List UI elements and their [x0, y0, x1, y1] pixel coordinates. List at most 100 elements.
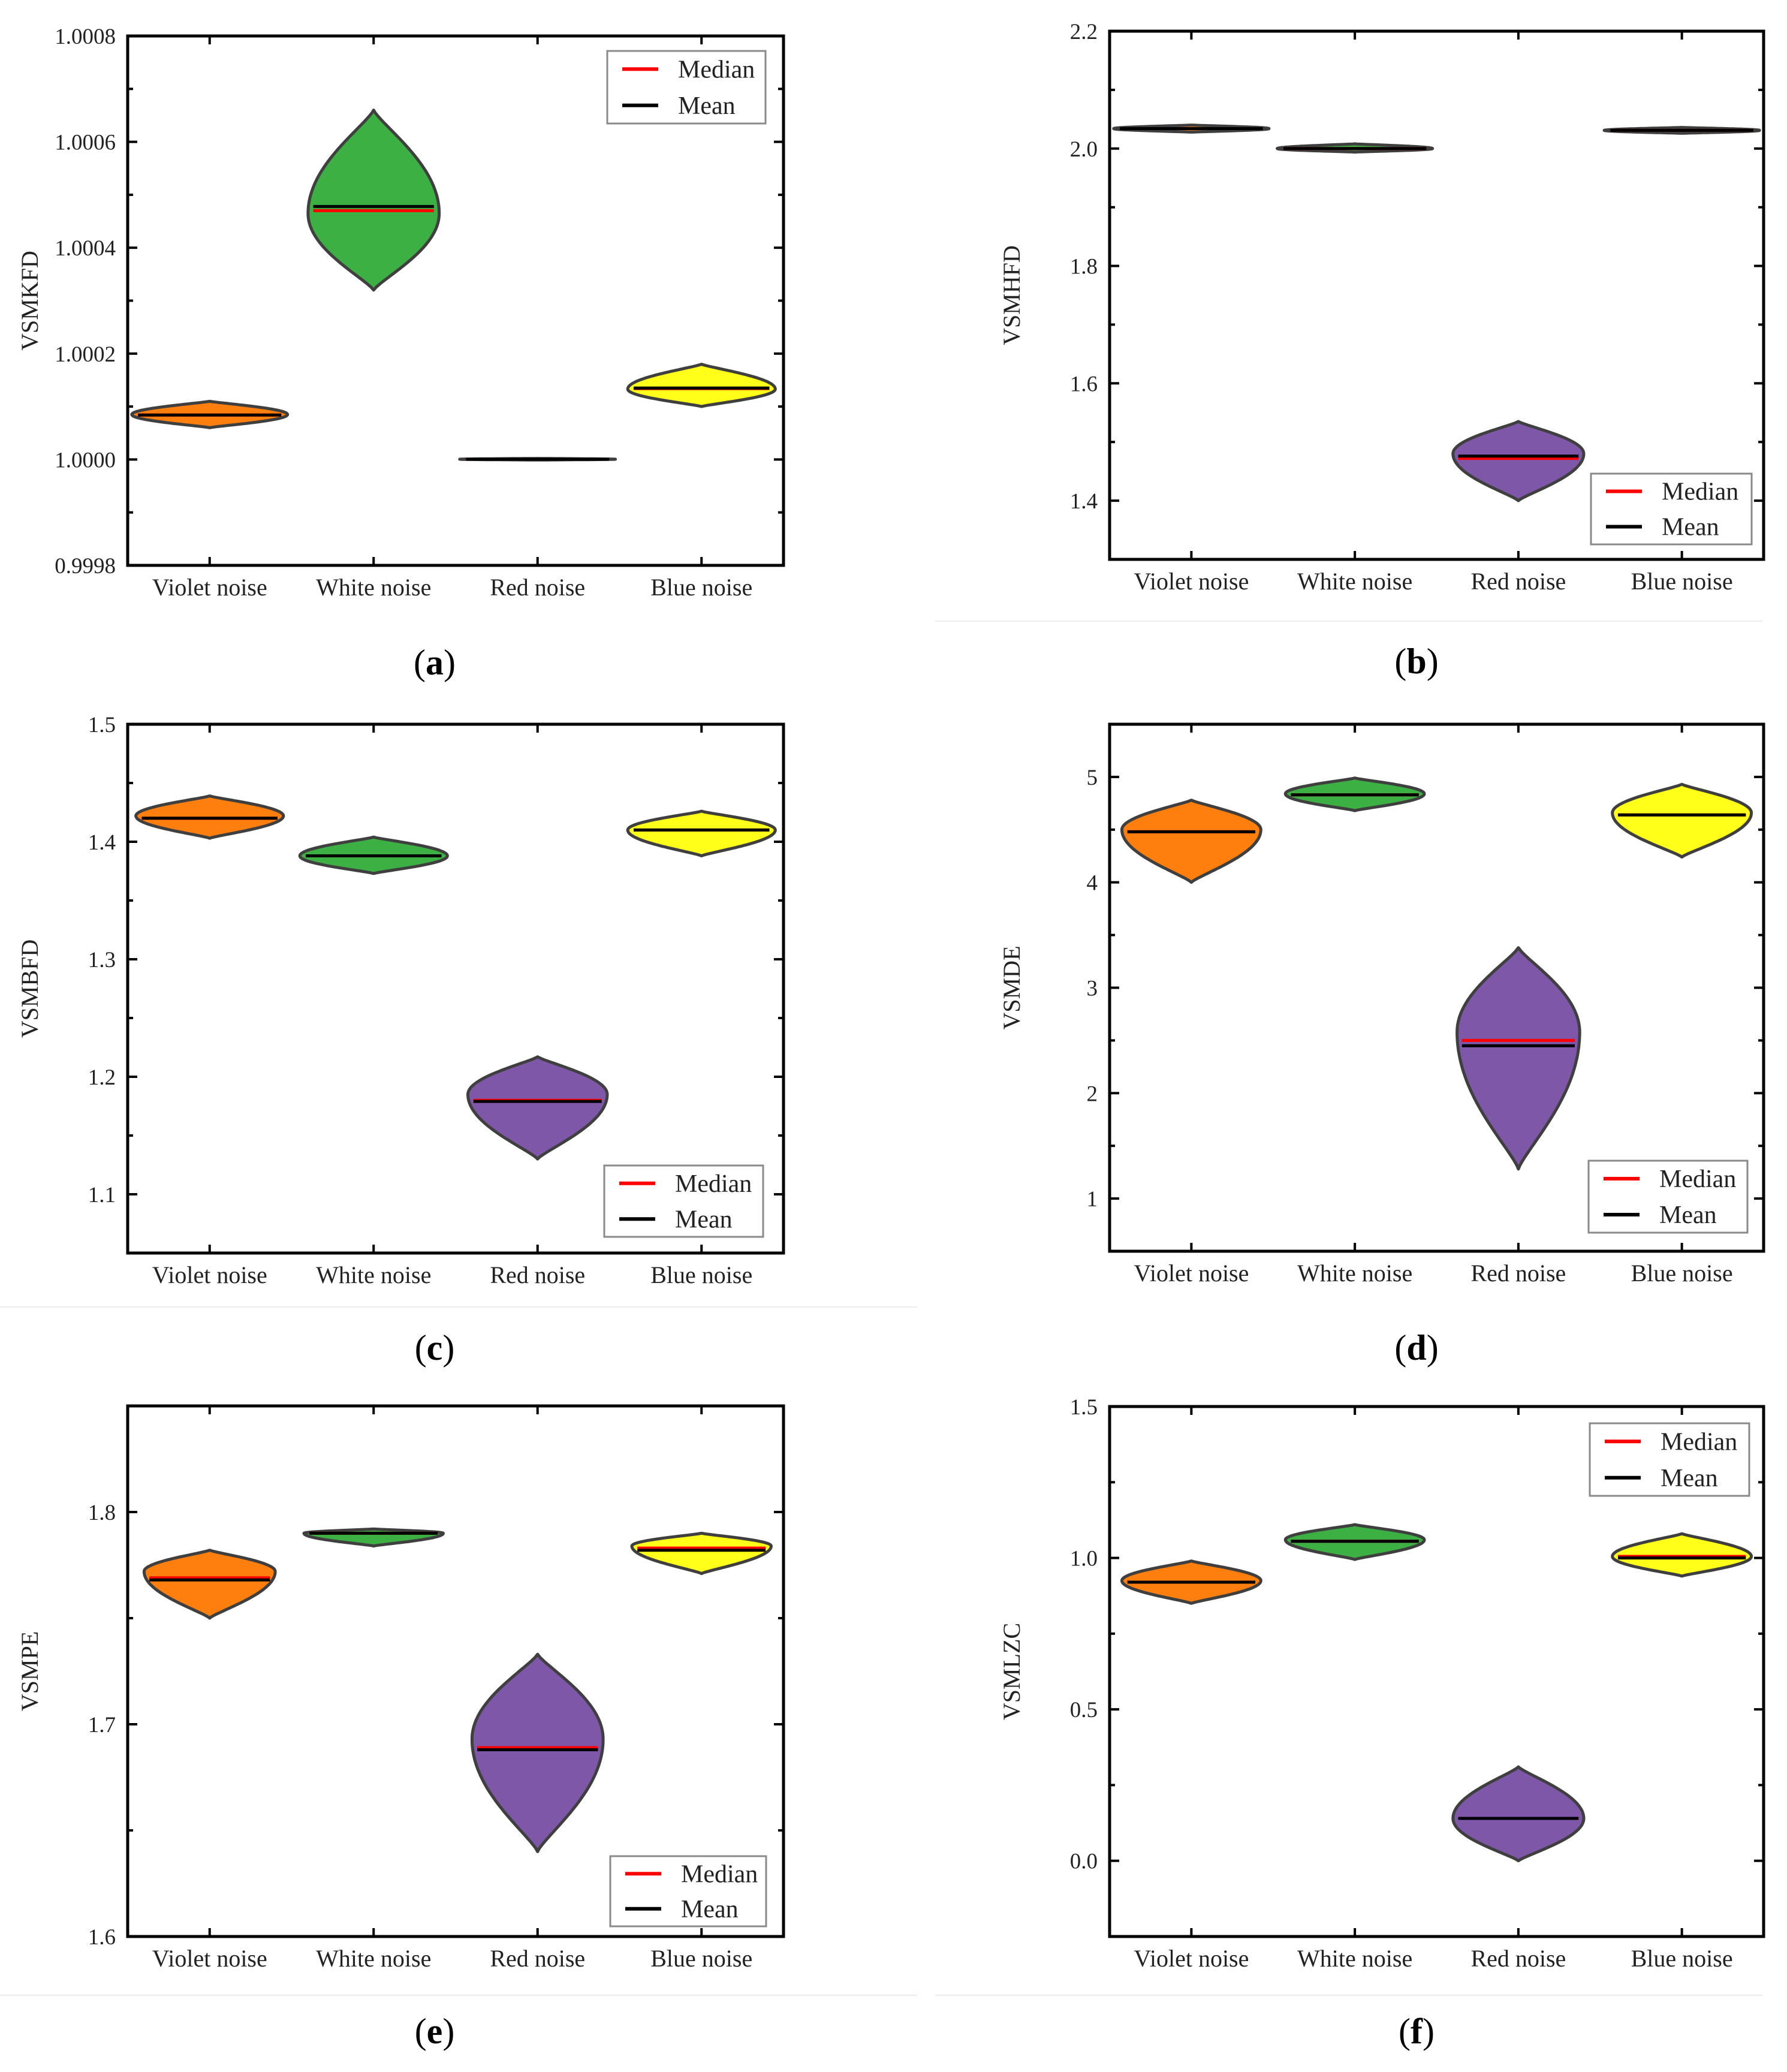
legend: Median Mean: [1587, 1160, 1749, 1234]
y-tick-label: 1.4: [1070, 489, 1098, 514]
y-tick-label: 1.0000: [55, 448, 116, 472]
panel-label-letter: a: [426, 643, 444, 682]
violin-violet-noise: [142, 1549, 277, 1620]
panel-label: (c): [415, 1328, 455, 1368]
y-tick-label: 1.8: [88, 1501, 116, 1525]
plot-frame: [1108, 29, 1765, 561]
legend-mean-label: Mean: [681, 1896, 739, 1923]
legend: Median Mean: [609, 1855, 767, 1928]
y-tick-label: 1.0004: [55, 236, 116, 261]
y-tick-label: 1.5: [1070, 1395, 1098, 1420]
plot-frame: [126, 1404, 785, 1938]
x-category-label: Violet noise: [152, 574, 267, 601]
panel-label-open: (: [1399, 2011, 1411, 2051]
x-category-label: Violet noise: [152, 1945, 267, 1972]
panel-label-close: ): [442, 1328, 454, 1368]
y-tick-label: 0.5: [1070, 1698, 1098, 1722]
y-tick-label: 1.0006: [55, 131, 116, 155]
panel-label-letter: f: [1411, 2011, 1423, 2051]
y-tick-label: 1.0: [1070, 1547, 1098, 1571]
panel-label-open: (: [415, 1328, 427, 1368]
y-tick-label: 5: [1087, 766, 1098, 790]
x-category-label: White noise: [316, 1945, 431, 1972]
y-tick-label: 1.6: [1070, 372, 1098, 396]
y-tick-label: 1.7: [88, 1713, 116, 1737]
legend-median-label: Median: [675, 1170, 752, 1198]
y-tick-label: 4: [1087, 871, 1098, 896]
x-category-label: Blue noise: [650, 1261, 752, 1288]
panel-label: (a): [414, 643, 456, 682]
legend-box: [1590, 472, 1753, 546]
panel-label: (d): [1394, 1328, 1438, 1368]
violin-red-noise: [1455, 946, 1581, 1171]
legend-mean-label: Mean: [675, 1206, 733, 1233]
y-tick-label: 2: [1087, 1082, 1098, 1106]
y-axis-title: VSMLZC: [998, 1623, 1025, 1720]
violin-violet-noise: [1120, 799, 1262, 884]
legend-box: [609, 1855, 767, 1928]
legend-median-label: Median: [1661, 1428, 1737, 1456]
x-category-label: Violet noise: [1134, 1945, 1249, 1972]
legend-box: [606, 50, 767, 125]
violin-red-noise: [1451, 420, 1586, 502]
y-axis-title: VSMDE: [998, 945, 1025, 1029]
panel-label-close: ): [442, 2011, 454, 2051]
x-category-label: Blue noise: [1631, 568, 1733, 595]
panel-label-letter: c: [427, 1328, 443, 1368]
chart-panel-b: 1.4 1.6 1.8 2.0 2.2 VSMHFD Violet noise White n…: [998, 20, 1765, 681]
x-category-label: Red noise: [490, 574, 585, 601]
panel-label: (b): [1394, 642, 1438, 681]
y-tick-label: 0.9998: [55, 554, 116, 579]
y-tick-label: 1.1: [88, 1183, 116, 1207]
y-axis-title: VSMHFD: [998, 245, 1025, 345]
x-category-label: Red noise: [490, 1945, 585, 1972]
legend-box: [603, 1164, 764, 1238]
x-category-label: White noise: [1297, 1945, 1412, 1972]
legend-median-label: Median: [678, 56, 755, 83]
y-axis-title: VSMKFD: [16, 251, 43, 351]
panel-label: (e): [415, 2011, 455, 2051]
y-tick-label: 0.0: [1070, 1850, 1098, 1874]
y-tick-label: 3: [1087, 977, 1098, 1001]
x-category-label: Red noise: [1470, 568, 1566, 595]
plot-frame: [126, 722, 785, 1255]
panel-label-close: ): [1427, 642, 1439, 681]
legend-mean-label: Mean: [678, 92, 736, 120]
x-category-label: Blue noise: [650, 574, 752, 601]
panel-label-open: (: [415, 2011, 427, 2051]
chart-panel-e: 1.6 1.7 1.8 VSMPE Violet noise White noise Red…: [16, 1404, 785, 2051]
y-tick-label: 2.2: [1070, 20, 1098, 44]
legend-mean-label: Mean: [1661, 1465, 1718, 1492]
legend: Median Mean: [1589, 1422, 1750, 1497]
legend: Median Mean: [606, 50, 767, 125]
y-tick-label: 1.2: [88, 1065, 116, 1090]
violin-blue-noise: [626, 809, 777, 857]
chart-panel-c: 1.1 1.2 1.3 1.4 1.5 VSMBFD Violet noise White n…: [16, 713, 785, 1368]
panel-label-letter: b: [1406, 642, 1426, 681]
violin-white-noise: [302, 1527, 445, 1548]
x-category-label: Blue noise: [1631, 1260, 1733, 1287]
violin-red-noise: [470, 1652, 605, 1853]
x-category-label: White noise: [1297, 568, 1412, 595]
panel-label: (f): [1399, 2011, 1435, 2051]
panel-label-open: (: [414, 643, 426, 682]
panel-label-letter: d: [1406, 1328, 1426, 1368]
panel-label-close: ): [444, 643, 456, 682]
y-tick-label: 1.5: [88, 713, 116, 737]
legend-median-label: Median: [1662, 478, 1738, 506]
y-tick-label: 2.0: [1070, 137, 1098, 162]
y-axis-title: VSMPE: [16, 1631, 43, 1711]
legend-mean-label: Mean: [1662, 514, 1719, 541]
y-tick-label: 1.8: [1070, 255, 1098, 279]
legend: Median Mean: [603, 1164, 764, 1238]
y-tick-label: 1.4: [88, 830, 116, 855]
panel-label-close: ): [1427, 1328, 1439, 1368]
x-category-label: Blue noise: [650, 1945, 752, 1972]
violin-blue-noise: [630, 1531, 773, 1576]
plot-frame: [1108, 1405, 1765, 1938]
x-category-label: Red noise: [1470, 1260, 1566, 1287]
x-category-label: Red noise: [1470, 1945, 1566, 1972]
x-category-label: White noise: [1297, 1260, 1412, 1287]
violin-blue-noise: [1611, 782, 1753, 859]
x-category-label: Red noise: [490, 1261, 585, 1288]
